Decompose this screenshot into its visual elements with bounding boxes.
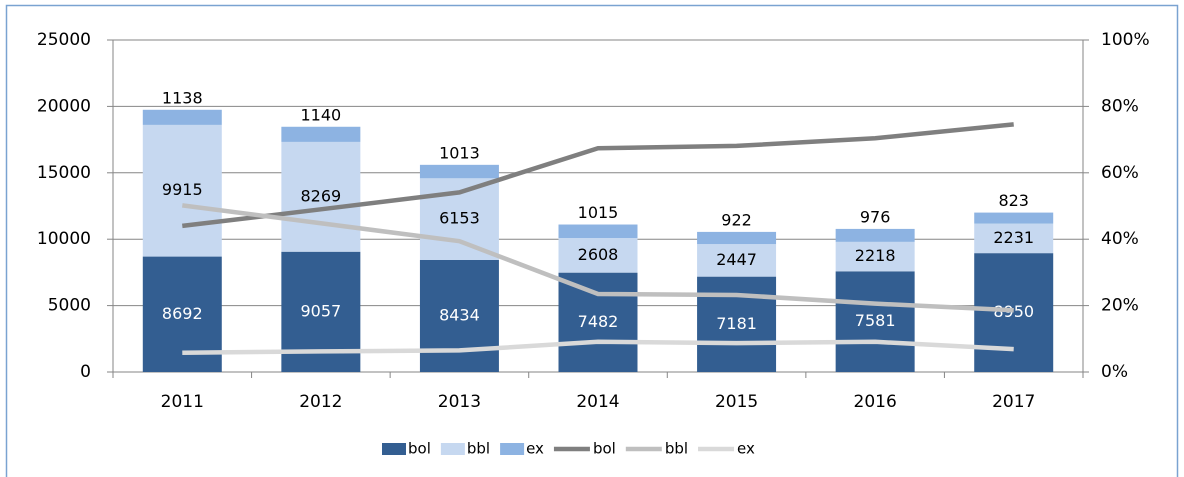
bar-segment [281,126,361,142]
bar-segment [419,164,499,179]
x-tick-label: 2013 [438,392,481,412]
data-label: 8434 [439,305,480,324]
data-label: 1013 [439,143,480,162]
x-tick-label: 2012 [299,392,342,412]
bar-segment [558,272,638,372]
y-tick-label: 0 [80,362,91,382]
data-label: 2231 [993,228,1034,247]
line-series [182,339,1014,355]
legend-label: bol [408,440,431,458]
legend-label: bbl [665,440,688,458]
y-tick-label: 20000 [37,96,91,116]
data-label: 8950 [993,302,1034,321]
x-tick-label: 2015 [715,392,758,412]
x-tick-label: 2014 [576,392,619,412]
legend-label: ex [737,440,755,458]
legend-swatch [382,443,406,455]
data-label: 2218 [855,246,896,265]
bar-segment [835,241,915,272]
legend-label: ex [526,440,544,458]
y-tick-label: 15000 [37,163,91,183]
x-tick-label: 2016 [854,392,897,412]
bar-segment [697,244,777,277]
data-label: 1015 [578,203,619,222]
y2-tick-label: 20% [1101,296,1139,316]
legend-swatch [440,443,465,455]
data-label: 7181 [716,314,757,333]
data-label: 8692 [162,304,203,323]
y2-tick-label: 80% [1101,96,1139,116]
data-label: 8269 [300,186,341,205]
bar-segment [835,228,915,242]
line-series [181,203,1014,313]
legend-label: bol [593,440,616,458]
legend-label: bbl [467,440,490,458]
y2-tick-label: 60% [1101,163,1139,183]
line-series [182,122,1014,229]
y-tick-label: 25000 [37,30,91,50]
x-tick-label: 2011 [161,392,204,412]
bar-segment [281,141,361,252]
bar-segment [974,212,1054,224]
bar-segment [558,224,638,239]
data-label: 9915 [162,180,203,199]
y2-tick-label: 40% [1101,229,1139,249]
bar-segment [558,238,638,273]
y2-tick-label: 100% [1101,30,1150,50]
data-label: 1138 [162,88,203,107]
bar-segment [697,231,777,245]
y-tick-label: 5000 [48,296,91,316]
y-tick-label: 10000 [37,229,91,249]
bar-segment [142,124,222,257]
bar-segment [835,271,915,372]
bar-segment [419,259,499,372]
bar-segment [974,223,1054,254]
data-label: 823 [998,191,1029,210]
data-label: 922 [721,210,752,229]
bar-segment [697,276,777,372]
data-label: 1140 [300,105,341,124]
data-label: 6153 [439,209,480,228]
data-label: 9057 [300,301,341,320]
data-label: 7482 [578,312,619,331]
bar-segment [974,253,1054,372]
legend-swatch [500,443,525,455]
y2-tick-label: 0% [1101,362,1128,382]
data-label: 976 [860,207,891,226]
bar-segment [142,109,222,125]
x-tick-label: 2017 [992,392,1035,412]
data-label: 2608 [578,245,619,264]
data-label: 7581 [855,311,896,330]
data-label: 2447 [716,250,757,269]
